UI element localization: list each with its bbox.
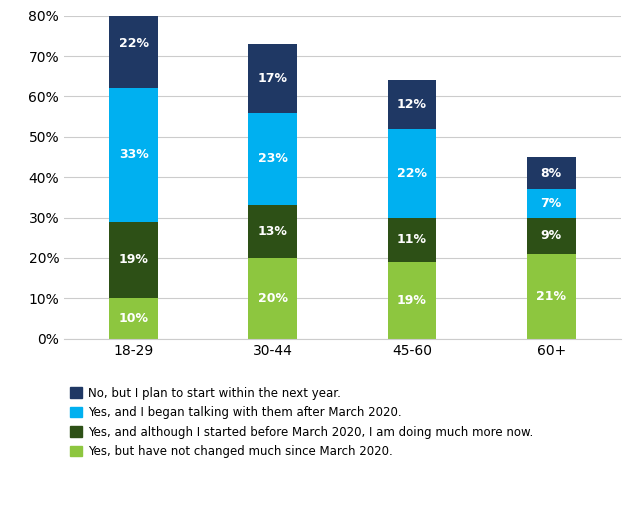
Bar (388, 80, 436, 129)
Text: 8%: 8% (541, 167, 562, 180)
Bar (527, 189, 575, 218)
Bar (109, 0, 158, 89)
Text: 13%: 13% (258, 225, 288, 238)
Bar (248, 113, 297, 205)
Bar (109, 221, 158, 298)
Bar (109, 298, 158, 339)
Bar (248, 205, 297, 258)
Text: 11%: 11% (397, 233, 427, 246)
Text: 19%: 19% (118, 253, 148, 266)
Text: 17%: 17% (258, 72, 288, 85)
Text: 23%: 23% (258, 153, 288, 166)
Bar (248, 258, 297, 339)
Text: 9%: 9% (541, 229, 562, 242)
Text: 22%: 22% (118, 38, 148, 51)
Legend: No, but I plan to start within the next year., Yes, and I began talking with the: No, but I plan to start within the next … (70, 387, 533, 458)
Text: 19%: 19% (397, 294, 427, 307)
Bar (527, 157, 575, 189)
Bar (527, 254, 575, 339)
Text: 21%: 21% (536, 290, 566, 303)
Bar (109, 89, 158, 221)
Text: 10%: 10% (118, 312, 148, 325)
Bar (527, 218, 575, 254)
Text: 22%: 22% (397, 167, 427, 180)
Bar (248, 44, 297, 113)
Bar (388, 129, 436, 218)
Text: 33%: 33% (119, 148, 148, 162)
Bar (388, 218, 436, 262)
Text: 20%: 20% (258, 292, 288, 305)
Bar (388, 262, 436, 339)
Text: 7%: 7% (541, 197, 562, 210)
Text: 12%: 12% (397, 98, 427, 111)
